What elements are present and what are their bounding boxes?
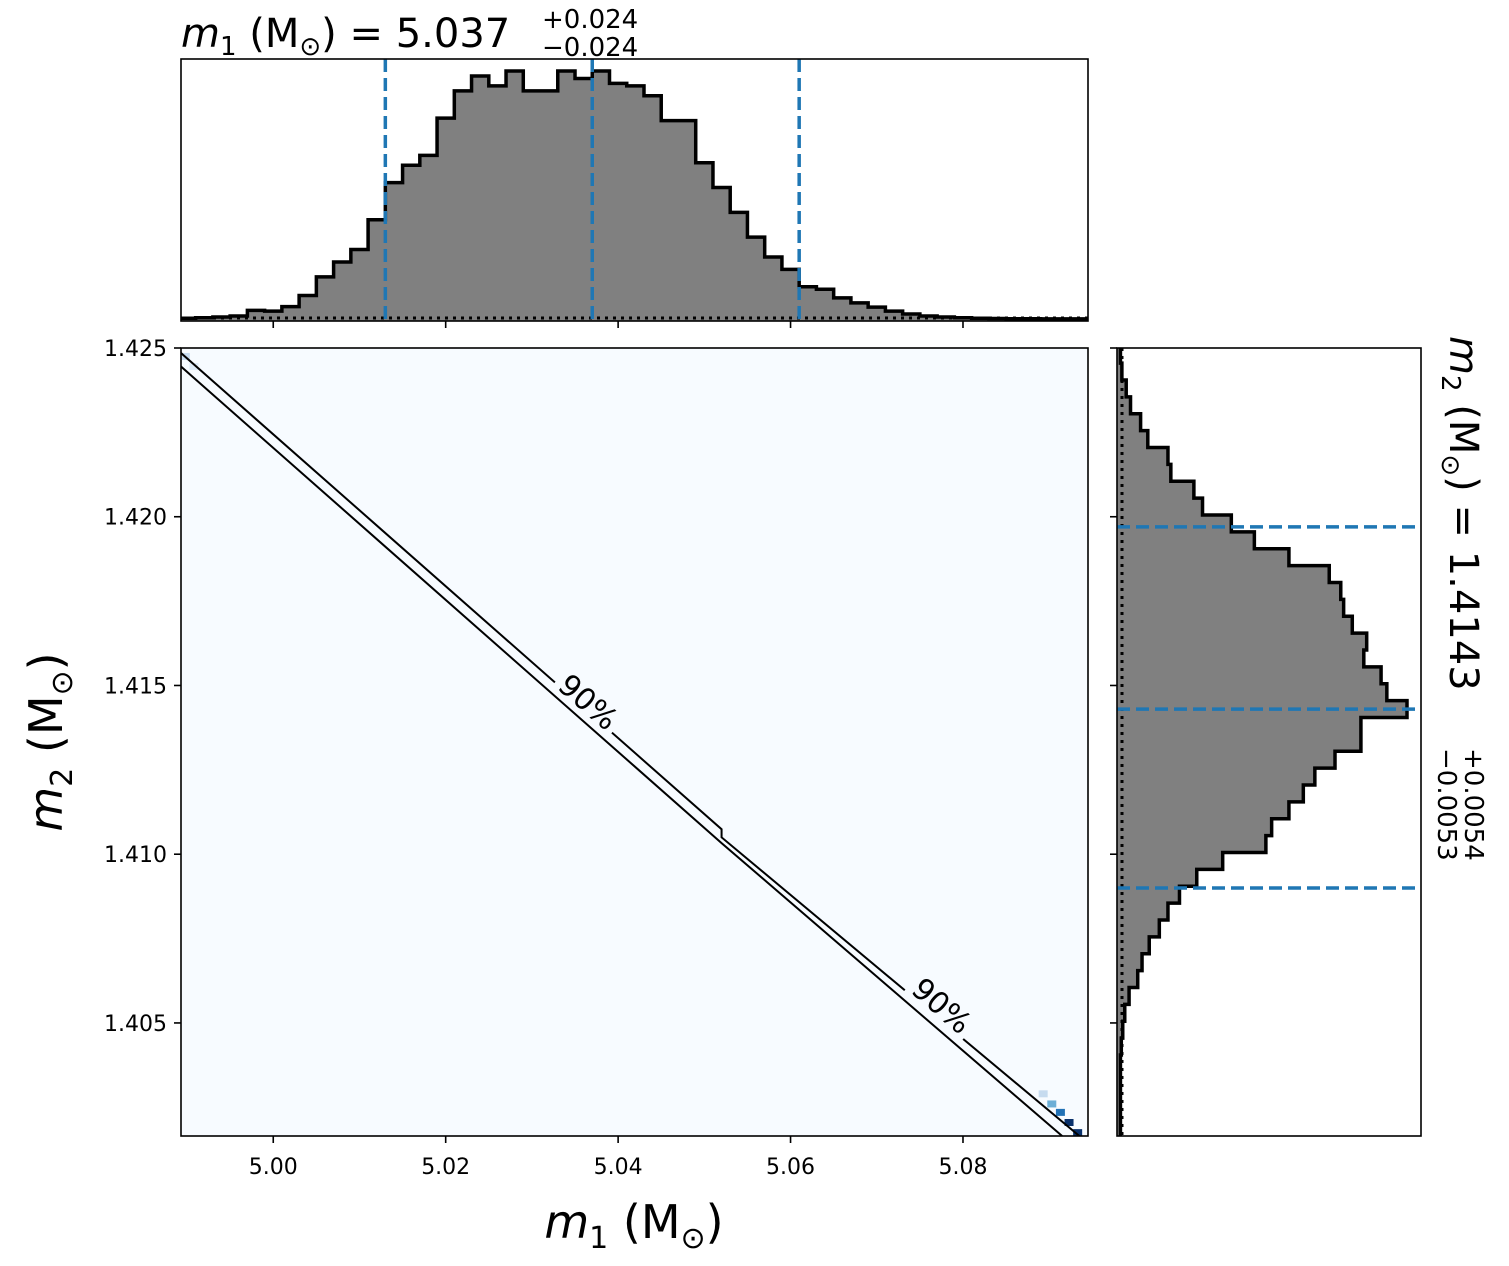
top-title-upper-error: +0.024: [542, 5, 638, 35]
x-tick-label-2: 5.02: [421, 1155, 470, 1180]
top-panel-frame: [180, 58, 1089, 322]
y-tick-label-3: 1.415: [104, 674, 167, 699]
right-panel-frame: [1116, 347, 1422, 1137]
y-tick-label-2: 1.410: [104, 843, 167, 868]
right-histogram-outline: [1118, 348, 1409, 1136]
top-marginal-panel: m1 (M⊙) = 5.037 +0.024 −0.024: [180, 5, 1089, 328]
heatmap-cell-1: [1073, 1129, 1083, 1136]
top-histogram-fill: [181, 71, 1088, 321]
joint-panel: 90%90% 5.00 5.02 5.04 5.06 5.081.4051.4101.4…: [19, 337, 1089, 1256]
contour-label-gap-1: [550, 666, 626, 738]
heatmap-cell-3: [1055, 1108, 1065, 1116]
x-axis-label: m1 (M⊙): [544, 1195, 723, 1256]
top-histogram-outline: [181, 69, 1088, 321]
top-title-lower-error: −0.024: [542, 33, 638, 63]
x-tick-label-5: 5.08: [938, 1155, 987, 1180]
y-tick-label-1: 1.405: [104, 1012, 167, 1037]
joint-panel-frame: [180, 347, 1089, 1137]
contour-line-1: [181, 352, 1081, 1136]
x-tick-label-1: 5.00: [249, 1155, 298, 1180]
right-marginal-panel: m2 (M⊙) = 1.4143 +0.0054 −0.0053: [1110, 336, 1488, 1137]
x-tick-label-3: 5.04: [594, 1155, 643, 1180]
contour-line-2: [181, 365, 1063, 1136]
right-histogram-fill: [1117, 348, 1407, 1136]
top-marginal-title: m1 (M⊙) = 5.037: [181, 11, 510, 62]
y-tick-label-4: 1.420: [104, 506, 167, 531]
heatmap-cell-5: [1038, 1090, 1048, 1098]
right-title-lower-error: −0.0053: [1431, 748, 1461, 861]
right-title-upper-error: +0.0054: [1458, 748, 1488, 861]
y-axis-label: m2 (M⊙): [19, 652, 80, 831]
right-marginal-title: m2 (M⊙) = 1.4143: [1435, 336, 1486, 691]
heatmap-cell-7: [189, 363, 199, 371]
y-tick-label-5: 1.425: [104, 337, 167, 362]
heatmap-cell-4: [1047, 1100, 1057, 1108]
contour-label-gap-2: [903, 970, 980, 1042]
x-tick-label-4: 5.06: [766, 1155, 815, 1180]
heatmap-cell-2: [1064, 1119, 1074, 1127]
